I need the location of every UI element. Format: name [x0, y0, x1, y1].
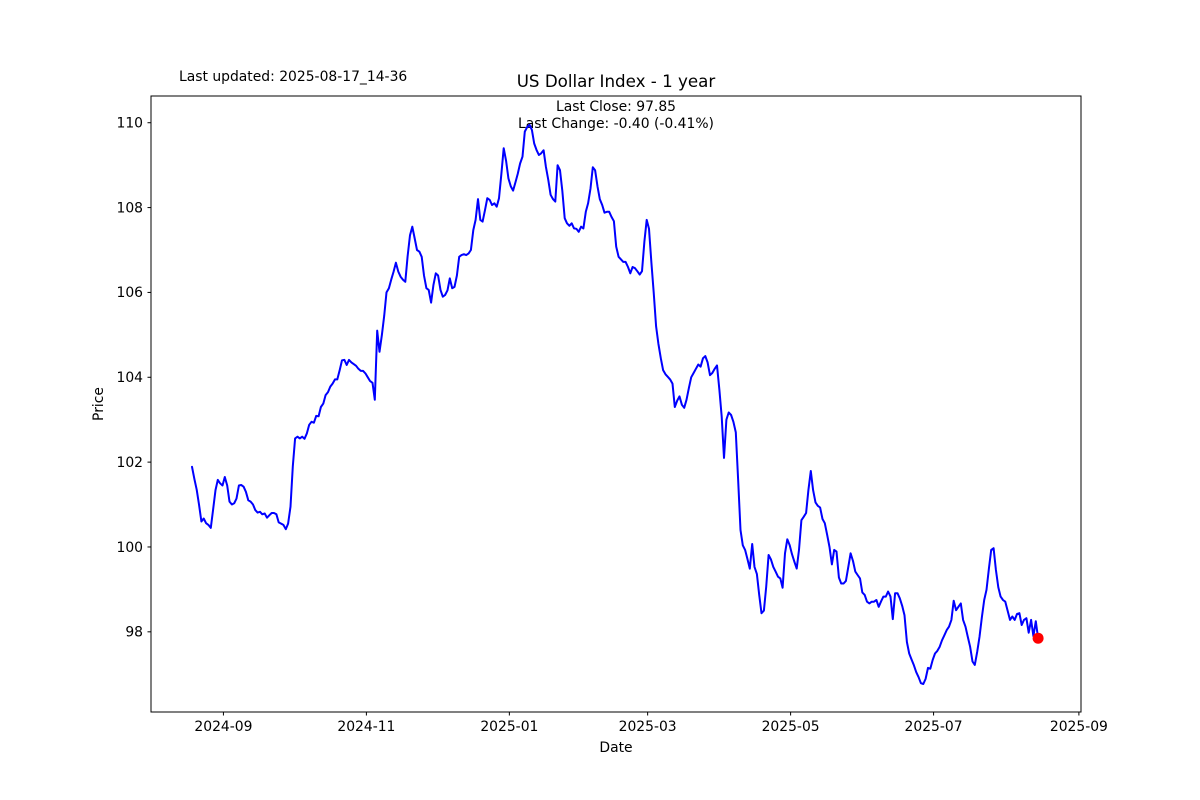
y-tick-label: 108 [116, 200, 143, 216]
y-tick-label: 102 [116, 455, 143, 471]
chart-title: US Dollar Index - 1 year [517, 71, 716, 91]
y-tick-label: 106 [116, 285, 143, 301]
y-tick-label: 110 [116, 116, 143, 132]
x-tick-label: 2025-03 [619, 719, 677, 735]
y-tick-label: 104 [116, 370, 143, 386]
last-close-marker [1032, 632, 1044, 644]
last-updated-label: Last updated: 2025-08-17_14-36 [179, 69, 407, 85]
x-tick-label: 2024-11 [337, 719, 395, 735]
x-tick-label: 2025-01 [480, 719, 538, 735]
y-tick-label: 98 [125, 625, 143, 641]
price-line [191, 123, 1040, 685]
y-axis-label: Price [91, 387, 107, 421]
y-tick-label: 100 [116, 540, 143, 556]
x-tick-label: 2025-09 [1050, 719, 1108, 735]
x-tick-label: 2025-05 [762, 719, 820, 735]
last-close-annotation: Last Close: 97.85 [556, 99, 676, 115]
last-change-annotation: Last Change: -0.40 (-0.41%) [518, 116, 714, 132]
x-axis-label: Date [599, 740, 632, 756]
x-tick-label: 2024-09 [194, 719, 252, 735]
x-axis-ticks: 2024-09 2024-11 2025-01 2025-03 2025-05 2025-… [194, 712, 1108, 735]
x-tick-label: 2025-07 [905, 719, 963, 735]
y-axis-ticks: 98 100 102 104 106 108 110 [116, 116, 151, 641]
plot-frame [150, 95, 1082, 713]
